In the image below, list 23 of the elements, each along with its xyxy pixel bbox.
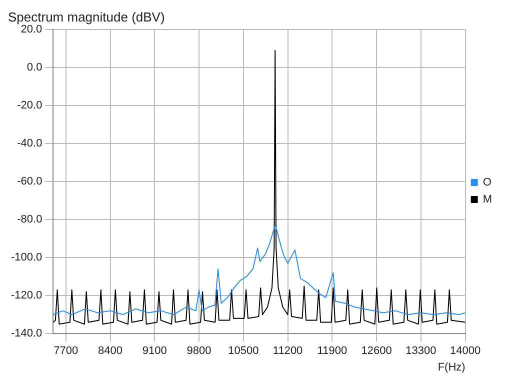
x-tick-label: 12600 <box>361 345 392 358</box>
y-tick-label: -140.0 <box>10 328 42 340</box>
x-tick-label: 11200 <box>272 345 303 358</box>
x-tick-label: 8400 <box>98 345 122 358</box>
legend-label: O <box>482 176 492 189</box>
y-tick-label: -100.0 <box>10 252 42 264</box>
y-tick-label: 20.0 <box>20 24 42 36</box>
y-tick-label: -120.0 <box>10 290 42 302</box>
y-tick-label: -40.0 <box>17 138 42 150</box>
chart-title: Spectrum magnitude (dBV) <box>8 9 165 24</box>
y-tick-label: -60.0 <box>17 176 42 188</box>
x-tick-label: 7700 <box>54 345 78 358</box>
y-tick-label: -20.0 <box>17 100 42 112</box>
legend-label: M <box>482 194 492 206</box>
x-tick-label: 11900 <box>317 345 348 358</box>
y-tick-label: -80.0 <box>17 214 42 226</box>
x-axis-title: F(Hz) <box>438 361 466 374</box>
x-tick-label: 10500 <box>228 345 259 358</box>
x-tick-label: 14000 <box>450 345 481 358</box>
x-tick-label: 9800 <box>186 345 212 358</box>
x-tick-label: 9100 <box>142 345 167 358</box>
x-tick-label: 13300 <box>406 345 436 358</box>
y-tick-label: 0.0 <box>26 62 42 74</box>
